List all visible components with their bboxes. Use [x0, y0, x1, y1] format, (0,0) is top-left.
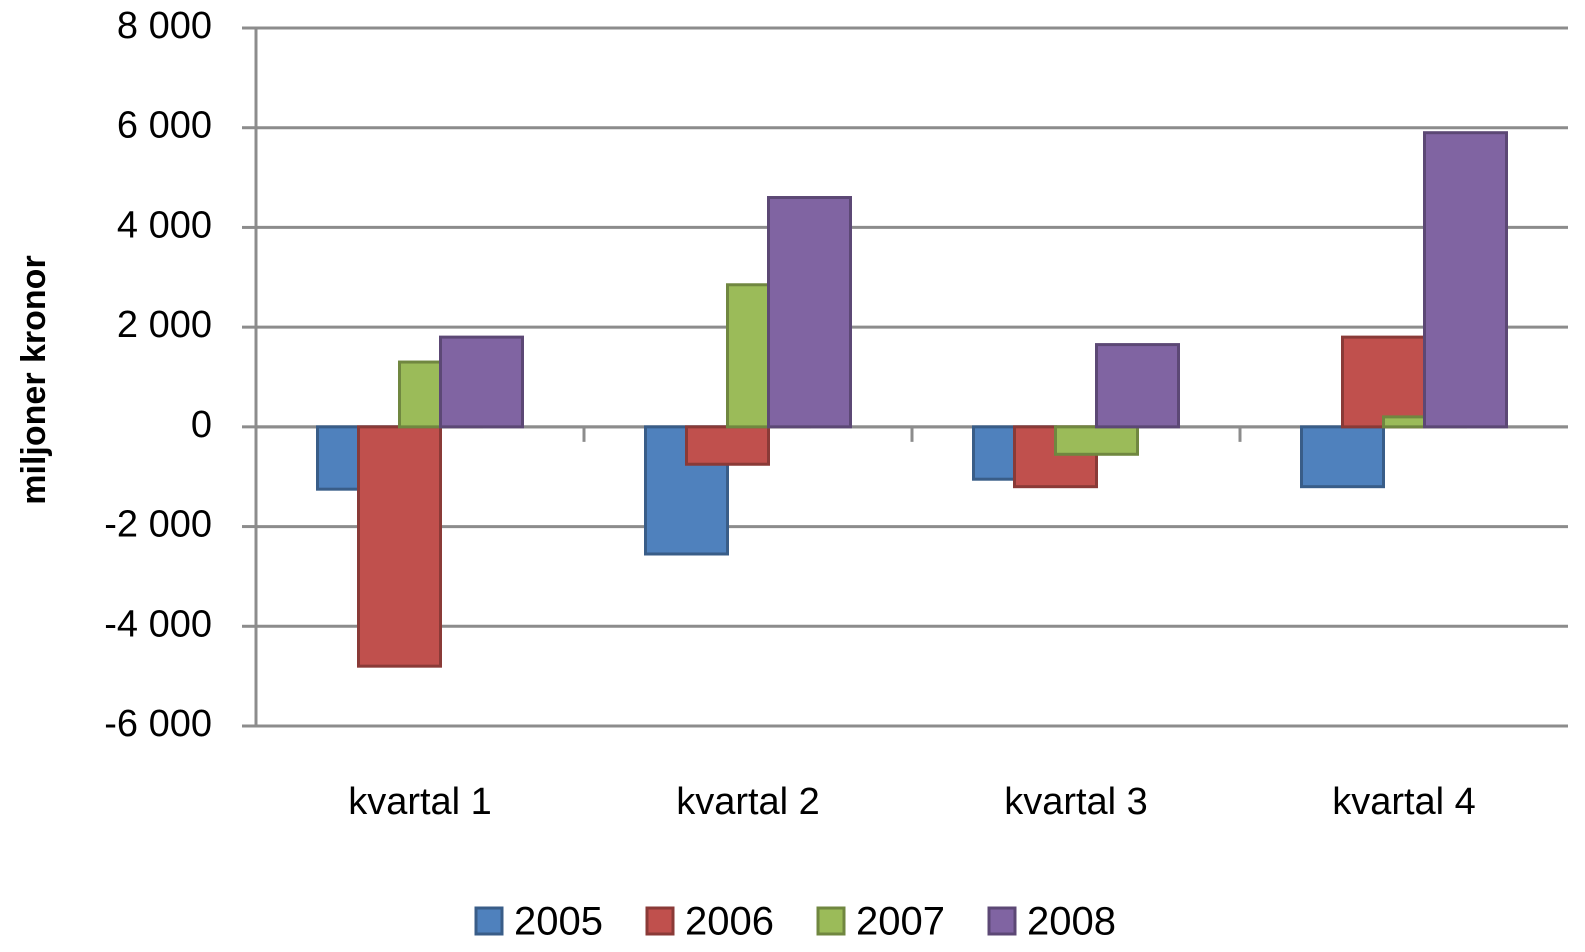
bar	[439, 335, 524, 429]
legend-label: 2006	[685, 900, 774, 944]
y-tick-label: -4 000	[104, 603, 212, 645]
bar	[1341, 335, 1426, 429]
y-tick-label: -6 000	[104, 703, 212, 745]
bar	[685, 425, 770, 466]
legend-swatch	[816, 906, 846, 936]
y-tick-label: 4 000	[117, 204, 212, 246]
legend-label: 2005	[514, 900, 603, 944]
x-tick-label: kvartal 1	[348, 781, 492, 823]
bar	[1054, 425, 1139, 456]
bar	[1423, 131, 1508, 429]
bar	[1300, 425, 1385, 489]
x-tick-label: kvartal 3	[1004, 781, 1148, 823]
legend-label: 2008	[1027, 900, 1116, 944]
legend-label: 2007	[856, 900, 945, 944]
x-tick-label: kvartal 2	[676, 781, 820, 823]
y-tick-label: 2 000	[117, 304, 212, 346]
bar	[357, 425, 442, 668]
legend-swatch	[474, 906, 504, 936]
bar	[767, 196, 852, 429]
y-tick-label: 8 000	[117, 5, 212, 47]
bar	[1095, 343, 1180, 429]
legend-swatch	[645, 906, 675, 936]
x-tick-label: kvartal 4	[1332, 781, 1476, 823]
y-tick-label: -2 000	[104, 504, 212, 546]
y-axis-label: miljoner kronor	[15, 255, 53, 504]
y-tick-label: 0	[191, 404, 212, 446]
y-tick-label: 6 000	[117, 105, 212, 147]
legend-swatch	[987, 906, 1017, 936]
